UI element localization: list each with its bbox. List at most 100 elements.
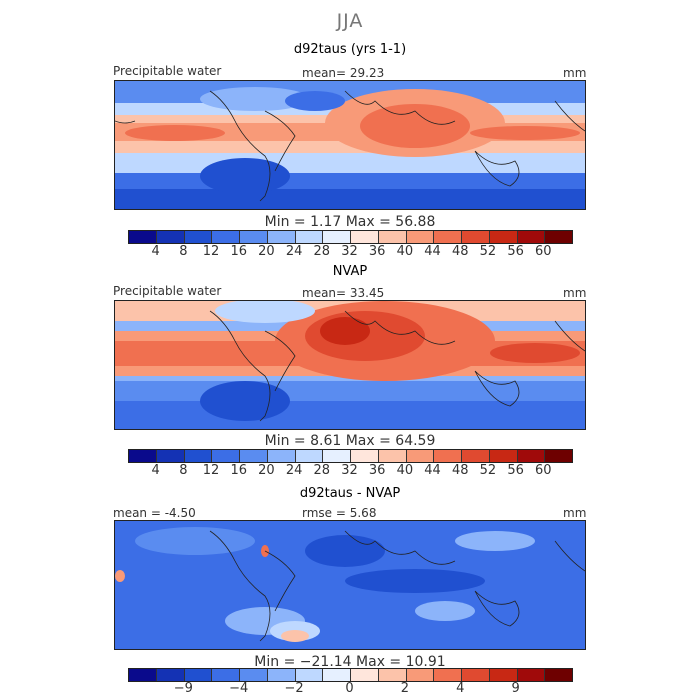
colorbar-swatch-8: [351, 231, 379, 243]
colorbar-swatch-11: [434, 231, 462, 243]
colorbar-tick-label: 32: [341, 463, 358, 478]
colorbar-swatch-6: [295, 231, 324, 243]
colorbar-tick-label: 60: [535, 244, 552, 259]
colorbar-swatch-0: [129, 231, 157, 243]
colorbar-tick-label: 8: [179, 463, 188, 478]
panel-3-units: mm: [563, 506, 587, 520]
panel-1-colorbar: [128, 230, 573, 244]
colorbar-swatch-4: [240, 669, 268, 681]
colorbar-tick-label: 56: [507, 244, 524, 259]
colorbar-swatch-1: [156, 231, 185, 243]
colorbar-tick-label: −2: [284, 681, 304, 696]
panel-1-mean: mean= 29.23: [302, 66, 385, 80]
colorbar-tick-label: 4: [456, 681, 465, 696]
colorbar-swatch-3: [212, 231, 240, 243]
colorbar-swatch-3: [212, 450, 240, 462]
colorbar-tick-label: 48: [451, 244, 469, 259]
panel-2-map: [114, 300, 586, 430]
panel-3-title: d92taus - NVAP: [299, 486, 401, 501]
panel-3-rmse: rmse = 5.68: [302, 506, 377, 520]
colorbar-tick-label: 12: [202, 463, 220, 478]
colorbar-swatch-10: [406, 669, 435, 681]
colorbar-swatch-2: [184, 450, 213, 462]
colorbar-swatch-14: [517, 669, 546, 681]
colorbar-tick-label: 52: [479, 463, 497, 478]
colorbar-tick-label: 40: [396, 244, 414, 259]
colorbar-swatch-2: [184, 231, 213, 243]
colorbar-tick-label: 40: [396, 463, 414, 478]
panel-1-units: mm: [563, 66, 587, 80]
colorbar-swatch-9: [378, 669, 407, 681]
colorbar-tick-label: 0: [345, 681, 354, 696]
colorbar-swatch-15: [545, 231, 572, 243]
colorbar-tick-label: 36: [368, 463, 386, 478]
colorbar-tick-label: 16: [230, 463, 248, 478]
colorbar-swatch-5: [267, 231, 296, 243]
colorbar-swatch-14: [517, 231, 546, 243]
colorbar-swatch-13: [489, 450, 518, 462]
colorbar-swatch-7: [323, 450, 351, 462]
colorbar-swatch-12: [462, 669, 490, 681]
colorbar-swatch-9: [378, 231, 407, 243]
colorbar-swatch-4: [240, 450, 268, 462]
colorbar-tick-label: 20: [258, 244, 275, 259]
colorbar-tick-label: 12: [202, 244, 220, 259]
colorbar-swatch-15: [545, 450, 572, 462]
panel-2-colorbar: [128, 449, 573, 463]
main-title: JJA: [336, 10, 364, 32]
colorbar-swatch-8: [351, 669, 379, 681]
colorbar-tick-label: 36: [368, 244, 386, 259]
colorbar-swatch-13: [489, 669, 518, 681]
colorbar-swatch-1: [156, 450, 185, 462]
colorbar-tick-label: −9: [173, 681, 193, 696]
colorbar-tick-label: 24: [285, 463, 303, 478]
panel-3-mean: mean = -4.50: [113, 506, 196, 520]
colorbar-swatch-12: [462, 450, 490, 462]
colorbar-tick-label: 56: [507, 463, 524, 478]
panel-2-min-max: Min = 8.61 Max = 64.59: [264, 433, 436, 449]
panel-3-min-max: Min = −21.14 Max = 10.91: [254, 654, 446, 670]
panel-2-title: NVAP: [332, 264, 368, 279]
colorbar-tick-label: −4: [229, 681, 249, 696]
colorbar-swatch-12: [462, 231, 490, 243]
colorbar-swatch-11: [434, 669, 462, 681]
colorbar-swatch-10: [406, 231, 435, 243]
colorbar-tick-label: 9: [511, 681, 520, 696]
colorbar-tick-label: 24: [285, 244, 303, 259]
colorbar-tick-label: 4: [151, 244, 160, 259]
colorbar-tick-label: 2: [400, 681, 410, 696]
colorbar-tick-label: 4: [151, 463, 160, 478]
panel-1-map: [114, 80, 586, 210]
colorbar-swatch-0: [129, 450, 157, 462]
colorbar-swatch-0: [129, 669, 157, 681]
panel-2-units: mm: [563, 286, 587, 300]
colorbar-tick-label: 20: [258, 463, 275, 478]
colorbar-swatch-8: [351, 450, 379, 462]
colorbar-tick-label: 8: [179, 244, 188, 259]
colorbar-swatch-5: [267, 669, 296, 681]
colorbar-tick-label: 32: [341, 244, 358, 259]
colorbar-swatch-14: [517, 450, 546, 462]
panel-3-colorbar: [128, 668, 573, 682]
colorbar-tick-label: 44: [424, 463, 441, 478]
colorbar-tick-label: 52: [479, 244, 497, 259]
colorbar-swatch-13: [489, 231, 518, 243]
colorbar-tick-label: 28: [313, 244, 331, 259]
colorbar-tick-label: 60: [535, 463, 552, 478]
colorbar-swatch-1: [156, 669, 185, 681]
colorbar-tick-label: 28: [313, 463, 331, 478]
colorbar-swatch-6: [295, 450, 324, 462]
panel-2-mean: mean= 33.45: [302, 286, 385, 300]
colorbar-swatch-7: [323, 231, 351, 243]
colorbar-swatch-6: [295, 669, 324, 681]
colorbar-swatch-7: [323, 669, 351, 681]
colorbar-tick-label: 16: [230, 244, 248, 259]
colorbar-swatch-4: [240, 231, 268, 243]
colorbar-swatch-11: [434, 450, 462, 462]
panel-1-title: d92taus (yrs 1-1): [293, 42, 407, 57]
colorbar-swatch-10: [406, 450, 435, 462]
colorbar-swatch-3: [212, 669, 240, 681]
panel-1-min-max: Min = 1.17 Max = 56.88: [264, 214, 436, 230]
colorbar-swatch-9: [378, 450, 407, 462]
colorbar-tick-label: 48: [451, 463, 469, 478]
